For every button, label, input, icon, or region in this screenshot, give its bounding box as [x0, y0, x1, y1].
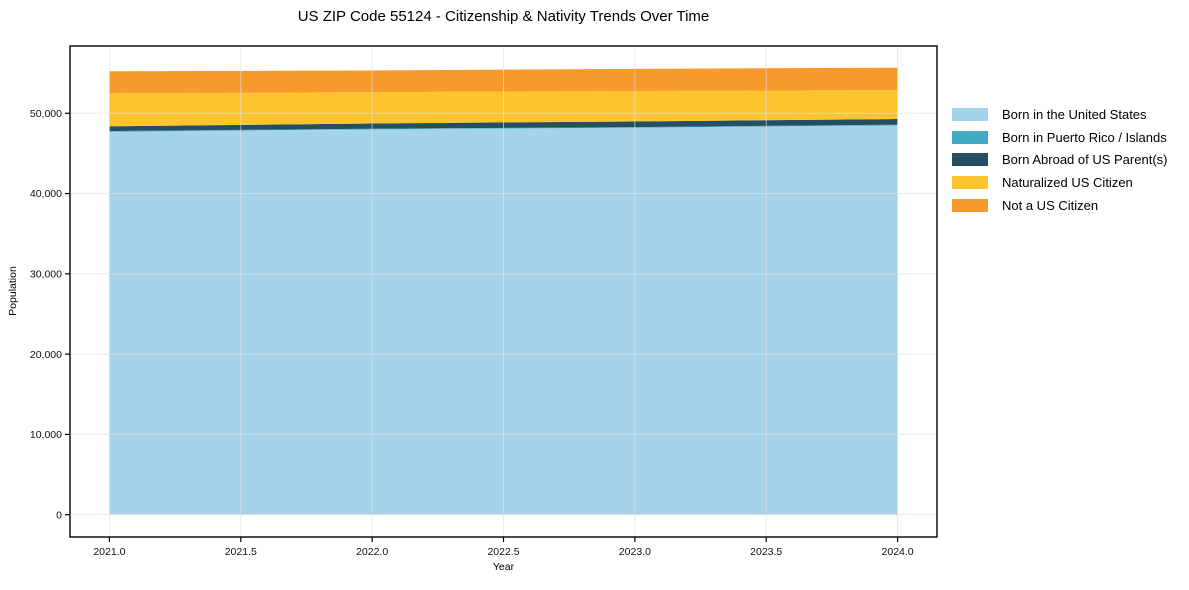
legend-item-born-in-puerto-rico-islands: Born in Puerto Rico / Islands — [952, 126, 1167, 149]
legend-label: Born in Puerto Rico / Islands — [1002, 129, 1167, 145]
y-tick-label: 20,000 — [30, 349, 62, 361]
x-tick-label: 2023.5 — [750, 546, 782, 558]
legend-item-not-a-us-citizen: Not a US Citizen — [952, 194, 1167, 217]
legend-label: Born Abroad of US Parent(s) — [1002, 152, 1168, 168]
x-tick-label: 2022.0 — [356, 546, 388, 558]
legend-swatch-not-a-us-citizen — [952, 199, 988, 213]
legend: Born in the United States Born in Puerto … — [952, 103, 1167, 217]
chart-title: US ZIP Code 55124 - Citizenship & Nativi… — [297, 8, 710, 25]
legend-item-born-in-the-united-states: Born in the United States — [952, 103, 1167, 126]
legend-item-born-abroad-of-us-parent-s: Born Abroad of US Parent(s) — [952, 149, 1167, 172]
y-tick-label: 30,000 — [30, 269, 62, 281]
y-axis-label: Population — [7, 266, 19, 316]
x-tick-label: 2021.0 — [93, 546, 125, 558]
legend-label: Born in the United States — [1002, 106, 1147, 122]
legend-swatch-born-abroad-of-us-parent-s — [952, 153, 988, 167]
y-tick-label: 50,000 — [30, 108, 62, 120]
x-tick-label: 2022.5 — [487, 546, 519, 558]
legend-swatch-born-in-the-united-states — [952, 107, 988, 121]
y-tick-label: 10,000 — [30, 429, 62, 441]
legend-label: Not a US Citizen — [1002, 198, 1099, 214]
x-axis-label: Year — [492, 561, 515, 573]
x-tick-label: 2023.0 — [619, 546, 651, 558]
x-tick-label: 2024.0 — [882, 546, 914, 558]
legend-label: Naturalized US Citizen — [1002, 175, 1133, 191]
legend-item-naturalized-us-citizen: Naturalized US Citizen — [952, 171, 1167, 194]
y-tick-label: 40,000 — [30, 188, 62, 200]
legend-swatch-born-in-puerto-rico-islands — [952, 130, 988, 144]
legend-swatch-naturalized-us-citizen — [952, 176, 988, 190]
x-tick-label: 2021.5 — [225, 546, 257, 558]
y-tick-label: 0 — [56, 509, 62, 521]
